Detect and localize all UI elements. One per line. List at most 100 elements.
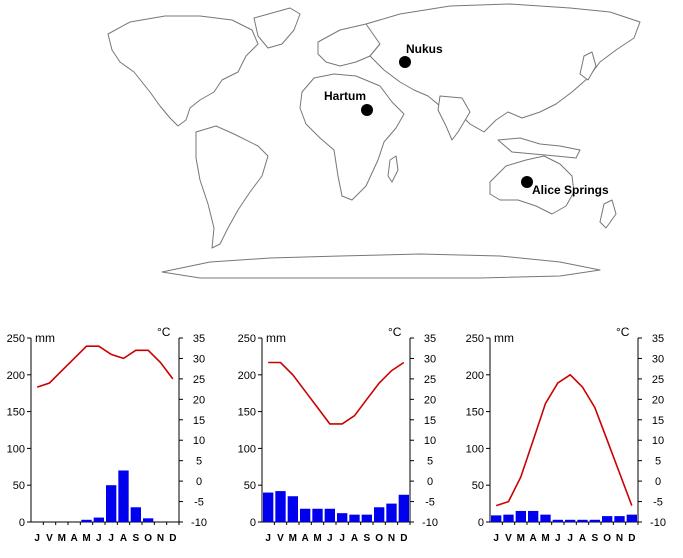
chart3-temp-tick-label: -5 — [653, 497, 663, 509]
alice-springs-marker — [521, 176, 533, 188]
chart1-precip-bar — [118, 470, 129, 522]
asia-landmass — [365, 3, 641, 133]
chart1-month-label: M — [82, 533, 90, 544]
chart3-month-label: A — [579, 533, 586, 544]
chart3-precip-bar — [565, 519, 576, 522]
chart3-month-label: S — [591, 533, 598, 544]
chart1-month-label: M — [58, 533, 66, 544]
chart2-precip-tick-label: 100 — [238, 443, 256, 455]
chart2-month-label: J — [265, 533, 271, 544]
chart3-month-label: A — [530, 533, 537, 544]
chart1-precip-bar — [93, 517, 104, 522]
chart3-precip-bar — [577, 519, 588, 522]
chart1-temp-tick-label: 25 — [193, 374, 205, 386]
chart1-precip-tick-label: 100 — [7, 443, 25, 455]
chart3-precip-tick-label: 200 — [466, 370, 484, 382]
chart3-temp-tick-label: 15 — [652, 415, 664, 427]
chart3-precip-bar — [540, 514, 551, 522]
chart1-temp-tick-label: 0 — [196, 476, 202, 488]
chart3-temp-tick-label: 20 — [652, 394, 664, 406]
chart2-month-label: M — [313, 533, 321, 544]
chart2-precip-bar — [300, 508, 311, 522]
chart1-temp-tick-label: -5 — [194, 497, 204, 509]
chart3-precip-tick-label: 100 — [466, 443, 484, 455]
chart2-temp-tick-label: 20 — [424, 394, 436, 406]
chart3-month-label: O — [603, 533, 611, 544]
chart2-precip-tick-label: 50 — [244, 480, 256, 492]
chart2-temp-tick-label: 15 — [424, 415, 436, 427]
chart2-month-label: M — [289, 533, 297, 544]
chart1-month-label: V — [46, 533, 53, 544]
chart1-temp-tick-label: 30 — [193, 353, 205, 365]
chart3-temp-unit: °C — [616, 325, 630, 339]
chart2-temp-tick-label: 35 — [424, 333, 436, 345]
chart3-precip-bar — [626, 514, 637, 522]
north-america-landmass — [107, 15, 259, 127]
chart3-month-label: D — [628, 533, 635, 544]
chart1-temp-tick-label: 20 — [193, 394, 205, 406]
hartum-label: Hartum — [324, 89, 366, 103]
indonesia-landmass — [497, 137, 581, 159]
alice-springs-label: Alice Springs — [532, 183, 609, 197]
madagascar-landmass — [387, 155, 399, 183]
chart1-precip-tick-label: 200 — [7, 370, 25, 382]
chart2-precip-bar — [349, 514, 360, 522]
chart3-month-label: M — [541, 533, 549, 544]
africa-landmass — [299, 73, 405, 201]
chart2-month-label: A — [351, 533, 358, 544]
chart1-precip-bar — [106, 485, 117, 522]
chart2-month-label: J — [339, 533, 345, 544]
chart1-temp-tick-label: -10 — [191, 517, 207, 529]
chart3-temp-tick-label: 25 — [652, 374, 664, 386]
india-landmass — [437, 95, 471, 141]
chart2-precip-bar — [386, 503, 397, 522]
chart1-precip-tick-label: 0 — [19, 517, 25, 529]
chart3-precip-tick-label: 0 — [478, 517, 484, 529]
chart2-precip-tick-label: 200 — [238, 370, 256, 382]
chart2-precip-bar — [263, 492, 274, 522]
chart1-temp-tick-label: 10 — [193, 435, 205, 447]
nukus-label: Nukus — [406, 42, 443, 56]
chart3-precip-bar — [528, 510, 539, 522]
chart1-precip-bar — [81, 519, 92, 522]
chart2-temp-tick-label: 10 — [424, 435, 436, 447]
chart1-month-label: N — [157, 533, 164, 544]
chart1-precip-bar — [143, 518, 154, 522]
chart2-month-label: S — [363, 533, 370, 544]
chart3-temp-tick-label: 5 — [655, 456, 661, 468]
chart1-month-label: D — [169, 533, 176, 544]
chart2-month-label: N — [388, 533, 395, 544]
chart2-temp-unit: °C — [388, 325, 402, 339]
chart1-precip-tick-label: 50 — [13, 480, 25, 492]
chart3-month-label: V — [505, 533, 512, 544]
chart1-temperature-line — [36, 345, 174, 388]
chart1-month-label: S — [132, 533, 139, 544]
chart3-precip-tick-label: 50 — [472, 480, 484, 492]
new-zealand-landmass — [599, 199, 617, 229]
chart1-temp-unit: °C — [157, 325, 171, 339]
chart2-precip-tick-label: 250 — [238, 333, 256, 345]
chart2-month-label: V — [277, 533, 284, 544]
chart3-precip-bar — [552, 519, 563, 522]
chart3-month-label: J — [555, 533, 561, 544]
nukus-marker — [399, 56, 411, 68]
chart3-precip-bar — [589, 519, 600, 522]
chart2-temp-tick-label: 0 — [427, 476, 433, 488]
chart3-month-label: N — [616, 533, 623, 544]
chart2-precip-bar — [324, 508, 335, 522]
chart3-month-label: M — [517, 533, 525, 544]
chart2-precip-bar — [287, 496, 298, 522]
chart1-precip-unit: mm — [35, 331, 55, 345]
chart3-precip-tick-label: 150 — [466, 407, 484, 419]
chart3-precip-unit: mm — [494, 331, 514, 345]
chart2-precip-bar — [374, 507, 385, 522]
greenland-landmass — [253, 7, 301, 49]
chart3-month-label: J — [493, 533, 499, 544]
chart2-precip-bar — [337, 513, 348, 522]
chart2-temp-tick-label: -5 — [425, 497, 435, 509]
chart1-temp-tick-label: 15 — [193, 415, 205, 427]
chart1-temp-tick-label: 35 — [193, 333, 205, 345]
chart1-precip-tick-label: 150 — [7, 407, 25, 419]
japan-landmass — [579, 51, 597, 81]
